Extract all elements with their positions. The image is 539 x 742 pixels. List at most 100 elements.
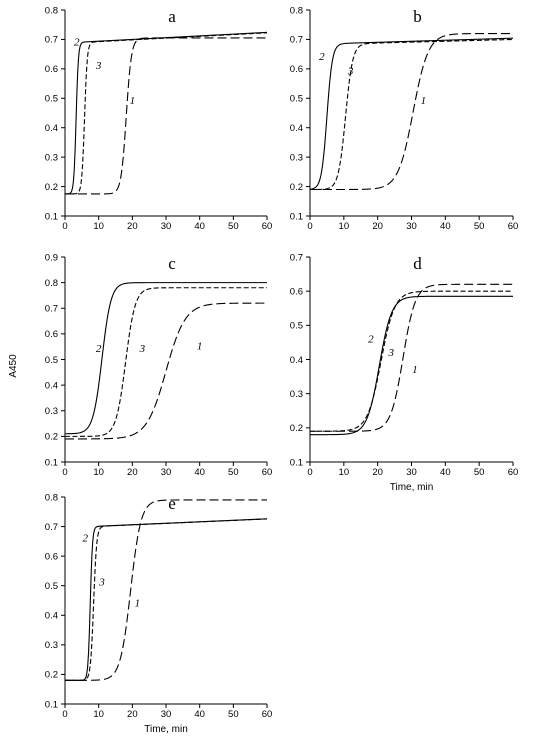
- panel-letter: d: [413, 254, 422, 273]
- y-tick-label: 0.2: [45, 182, 58, 193]
- x-tick-label: 60: [508, 221, 519, 232]
- x-tick-label: 20: [372, 467, 383, 478]
- x-tick-label: 60: [508, 467, 519, 478]
- y-tick-label: 0.3: [45, 640, 58, 651]
- x-tick-label: 10: [93, 221, 104, 232]
- y-tick-label: 0.1: [45, 211, 58, 222]
- x-tick-label: 30: [161, 709, 172, 720]
- x-tick-label: 60: [262, 467, 273, 478]
- series-line-1: [65, 302, 267, 440]
- y-tick-label: 0.4: [290, 355, 303, 366]
- x-tick-label: 40: [440, 467, 451, 478]
- x-tick-label: 40: [440, 221, 451, 232]
- x-tick-label: 50: [228, 709, 239, 720]
- y-tick-label: 0.6: [290, 64, 303, 75]
- y-tick-label: 0.7: [45, 522, 58, 533]
- x-tick-label: 0: [62, 221, 67, 232]
- series-line-2: [310, 295, 513, 436]
- y-tick-label: 0.3: [290, 389, 303, 400]
- y-tick-label: 0.3: [290, 152, 303, 163]
- x-tick-label: 20: [127, 709, 138, 720]
- x-tick-label: 40: [194, 709, 205, 720]
- y-tick-label: 0.5: [290, 321, 303, 332]
- x-tick-label: 40: [194, 221, 205, 232]
- series-line-3: [65, 518, 268, 681]
- series-line-3: [310, 290, 513, 432]
- x-axis-label: Time, min: [390, 482, 434, 493]
- panel-d: 0.1 0.2 0.3 0.4 0.5 0.6 0.7 0 10 20 30 40 50 60 d Time,…: [290, 252, 519, 493]
- x-tick-label: 30: [406, 221, 417, 232]
- y-tick-label: 0.5: [290, 94, 303, 105]
- y-tick-label: 0.1: [45, 699, 58, 710]
- x-tick-label: 30: [161, 467, 172, 478]
- x-tick-label: 10: [339, 467, 350, 478]
- y-tick-label: 0.8: [45, 5, 58, 16]
- x-tick-label: 0: [307, 221, 312, 232]
- panel-c: 0.1 0.2 0.3 0.4 0.5 0.6 0.7 0.8 0.9 0 10 20 30 40 50 60…: [45, 252, 273, 478]
- x-tick-label: 20: [127, 467, 138, 478]
- y-tick-label: 0.1: [290, 211, 303, 222]
- series-line-3: [65, 287, 267, 437]
- x-tick-label: 0: [62, 467, 67, 478]
- y-tick-label: 0.5: [45, 94, 58, 105]
- series-line-2: [64, 31, 268, 195]
- y-tick-label: 0.7: [45, 35, 58, 46]
- x-tick-label: 0: [307, 467, 312, 478]
- panel-letter: c: [168, 254, 176, 273]
- y-tick-label: 0.7: [45, 304, 58, 315]
- series-line-1: [65, 499, 267, 681]
- y-tick-label: 0.8: [45, 492, 58, 503]
- x-tick-label: 30: [406, 467, 417, 478]
- y-tick-label: 0.9: [45, 252, 58, 263]
- panel-letter: a: [168, 7, 176, 26]
- x-tick-label: 10: [93, 709, 104, 720]
- y-tick-label: 0.1: [45, 457, 58, 468]
- y-tick-label: 0.2: [45, 432, 58, 443]
- x-axis-label: Time, min: [144, 724, 188, 735]
- series-line-1: [310, 283, 513, 432]
- y-tick-label: 0.2: [290, 423, 303, 434]
- y-tick-label: 0.2: [290, 182, 303, 193]
- x-tick-label: 50: [228, 221, 239, 232]
- x-tick-label: 0: [62, 709, 67, 720]
- x-tick-label: 50: [474, 467, 485, 478]
- y-tick-label: 0.3: [45, 406, 58, 417]
- series-line-2: [64, 282, 267, 435]
- y-tick-label: 0.4: [45, 611, 58, 622]
- series-line-2: [309, 37, 514, 190]
- series-label-2: 2: [319, 51, 325, 63]
- x-tick-label: 50: [228, 467, 239, 478]
- x-tick-label: 60: [262, 709, 273, 720]
- y-tick-label: 0.6: [45, 551, 58, 562]
- x-tick-label: 20: [372, 221, 383, 232]
- y-tick-label: 0.1: [290, 457, 303, 468]
- y-tick-label: 0.6: [45, 329, 58, 340]
- series-label-2: 2: [82, 532, 88, 544]
- y-tick-label: 0.5: [45, 355, 58, 366]
- series-label-1: 1: [135, 597, 141, 609]
- y-tick-label: 0.6: [290, 286, 303, 297]
- y-tick-label: 0.3: [45, 152, 58, 163]
- x-tick-label: 40: [194, 467, 205, 478]
- y-tick-label: 0.8: [45, 278, 58, 289]
- y-tick-label: 0.4: [45, 123, 58, 134]
- series-line-1: [310, 32, 513, 191]
- y-tick-label: 0.7: [290, 35, 303, 46]
- x-tick-label: 10: [339, 221, 350, 232]
- y-tick-label: 0.8: [290, 5, 303, 16]
- series-label-2: 2: [368, 333, 374, 345]
- panel-letter: b: [413, 7, 422, 26]
- panel-e: 0.1 0.2 0.3 0.4 0.5 0.6 0.7 0.8 0 10 20 30 40 50 60 e Ti…: [45, 492, 273, 735]
- y-tick-label: 0.5: [45, 581, 58, 592]
- series-label-2: 2: [96, 343, 102, 355]
- panel-letter: e: [168, 494, 176, 513]
- series-label-1: 1: [130, 95, 136, 107]
- x-tick-label: 30: [161, 221, 172, 232]
- series-label-3: 3: [98, 577, 105, 589]
- series-label-3: 3: [347, 66, 354, 78]
- series-label-3: 3: [139, 343, 146, 355]
- series-label-1: 1: [412, 364, 418, 376]
- series-label-1: 1: [421, 95, 427, 107]
- series-label-1: 1: [197, 340, 203, 352]
